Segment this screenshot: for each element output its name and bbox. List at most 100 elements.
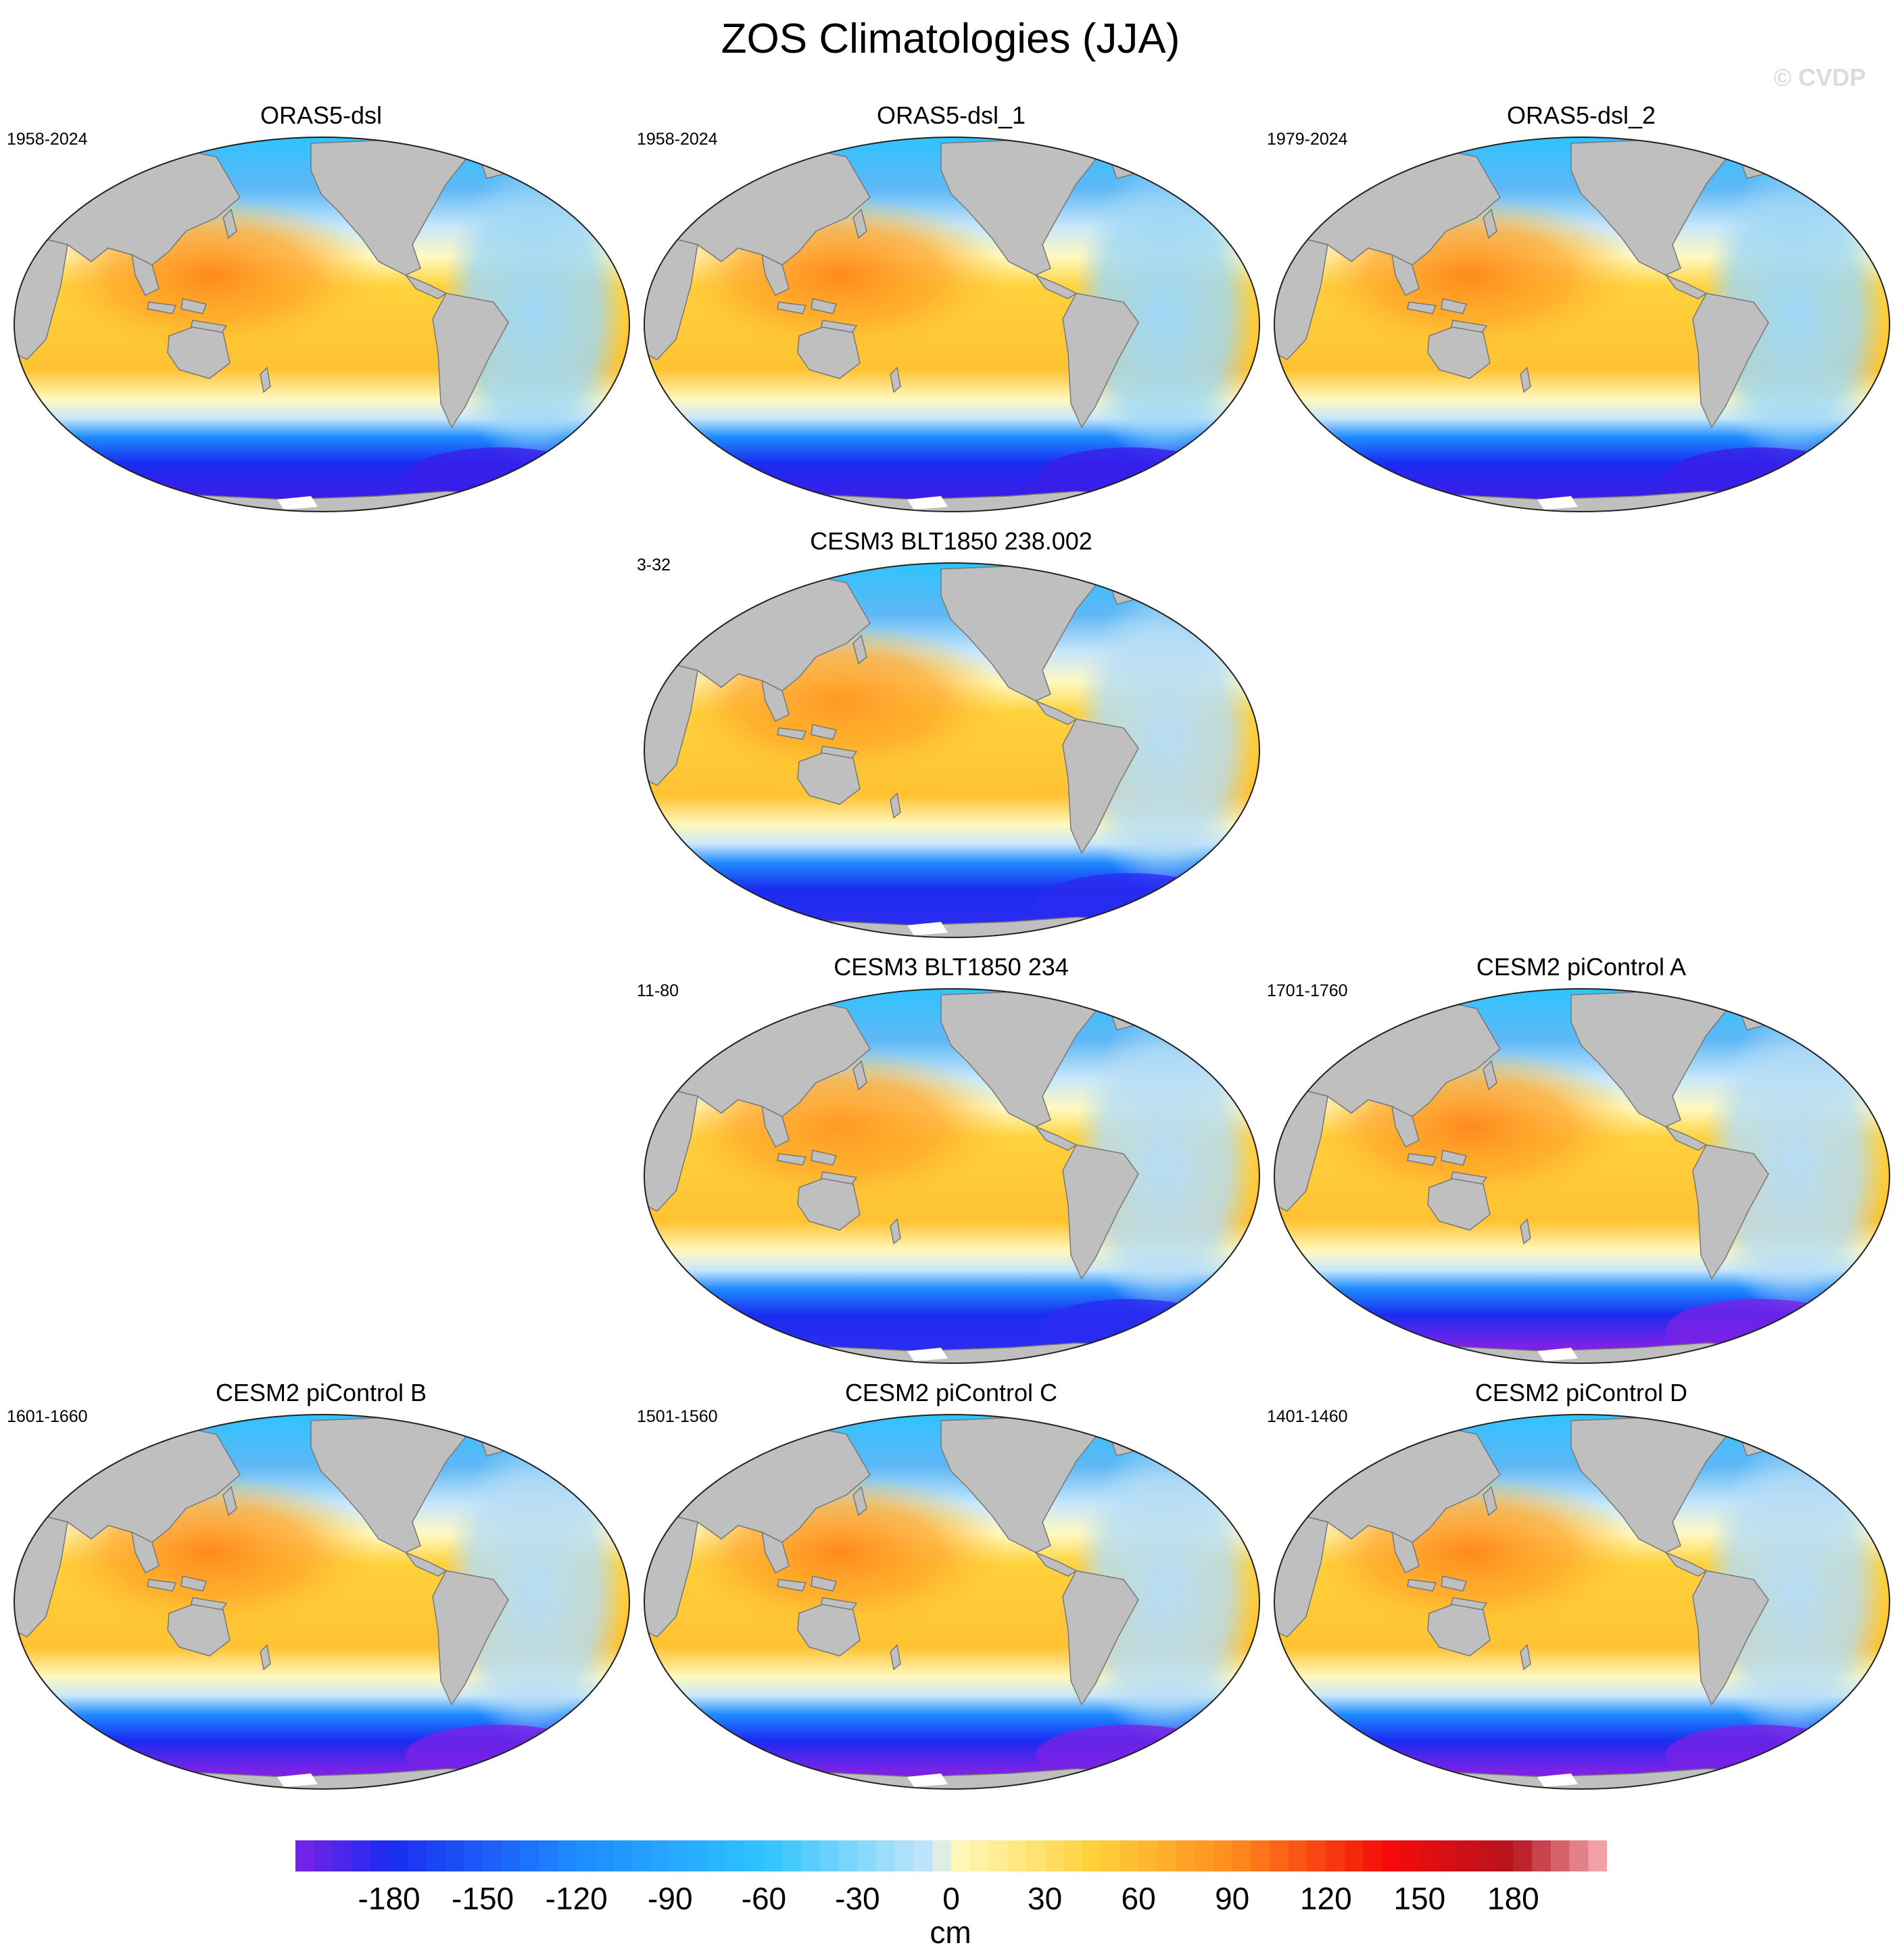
panel-title: CESM3 BLT1850 234 — [834, 953, 1069, 981]
colorbar-units: cm — [930, 1915, 971, 1950]
colorbar-swatch — [1326, 1840, 1345, 1871]
colorbar-swatch — [520, 1840, 539, 1871]
map-panel: CESM3 BLT1850 238.002 3-32 — [637, 527, 1266, 946]
panel-title: ORAS5-dsl — [260, 101, 383, 129]
colorbar-swatch — [1476, 1840, 1495, 1871]
colorbar-swatch — [988, 1840, 1008, 1871]
colorbar-swatch — [1157, 1840, 1177, 1871]
colorbar-swatch — [801, 1840, 821, 1871]
colorbar-tick-label: -60 — [741, 1881, 787, 1916]
map-panel: CESM2 piControl C 1501-1560 — [637, 1379, 1266, 1798]
colorbar-swatch — [501, 1840, 521, 1871]
colorbar-swatch — [857, 1840, 877, 1871]
colorbar-swatch — [969, 1840, 990, 1871]
colorbar-swatch — [1232, 1840, 1252, 1871]
panel-title: ORAS5-dsl_1 — [876, 101, 1026, 129]
map-p7 — [644, 1414, 1260, 1790]
colorbar-swatch — [1026, 1840, 1046, 1871]
map-p6 — [14, 1414, 630, 1790]
colorbar-swatch — [408, 1840, 427, 1871]
colorbar-swatch — [1382, 1840, 1401, 1871]
panel-period: 1979-2024 — [1267, 130, 1348, 149]
colorbar-swatch — [1363, 1840, 1383, 1871]
colorbar-swatch — [1176, 1840, 1195, 1871]
panel-period: 3-32 — [637, 556, 671, 574]
colorbar-swatch — [763, 1840, 784, 1871]
map-p0 — [14, 137, 630, 512]
map-p4 — [644, 988, 1260, 1364]
colorbar-swatch — [614, 1840, 633, 1871]
colorbar-swatch — [1588, 1840, 1607, 1871]
colorbar-swatch — [1569, 1840, 1589, 1871]
panel-period: 1601-1660 — [7, 1407, 88, 1426]
colorbar-swatch — [1213, 1840, 1233, 1871]
colorbar-swatch — [1120, 1840, 1139, 1871]
colorbar-swatch — [782, 1840, 802, 1871]
colorbar-swatch — [558, 1840, 577, 1871]
colorbar-tick-label: 30 — [1028, 1881, 1063, 1916]
colorbar-swatch — [1401, 1840, 1420, 1871]
colorbar-swatch — [876, 1840, 896, 1871]
colorbar-swatch — [1513, 1840, 1533, 1871]
figure-title: ZOS Climatologies (JJA) — [721, 16, 1180, 62]
colorbar-swatch — [464, 1840, 483, 1871]
colorbar-swatch — [1101, 1840, 1121, 1871]
colorbar-swatch — [932, 1840, 952, 1871]
panel-title: CESM2 piControl B — [215, 1379, 427, 1406]
colorbar-swatch — [1007, 1840, 1027, 1871]
panel-title: CESM2 piControl C — [844, 1379, 1058, 1406]
panel-title: ORAS5-dsl_2 — [1506, 101, 1656, 129]
panel-title: CESM2 piControl A — [1476, 953, 1687, 981]
colorbar-swatch — [651, 1840, 671, 1871]
colorbar-swatches — [295, 1840, 1607, 1871]
panel-title: CESM2 piControl D — [1474, 1379, 1688, 1406]
colorbar-swatch — [295, 1840, 315, 1871]
colorbar-tick-label: 180 — [1487, 1881, 1539, 1916]
colorbar-tick-label: -120 — [545, 1881, 608, 1916]
panel-period: 1501-1560 — [637, 1407, 718, 1426]
colorbar-swatch — [1063, 1840, 1083, 1871]
map-panel: CESM2 piControl A 1701-1760 — [1267, 953, 1896, 1372]
map-p2 — [1274, 137, 1890, 512]
colorbar-swatch — [820, 1840, 840, 1871]
colorbar-swatch — [632, 1840, 652, 1871]
colorbar-tick-label: -180 — [358, 1881, 420, 1916]
map-panel: CESM2 piControl D 1401-1460 — [1267, 1379, 1896, 1798]
colorbar-swatch — [1288, 1840, 1308, 1871]
colorbar-swatch — [1082, 1840, 1102, 1871]
colorbar-swatch — [745, 1840, 765, 1871]
map-panel: ORAS5-dsl 1958-2024 — [7, 101, 635, 520]
colorbar — [295, 1840, 1607, 1871]
map-panel: ORAS5-dsl_2 1979-2024 — [1267, 101, 1896, 520]
colorbar-swatch — [576, 1840, 596, 1871]
colorbar-tick-label: 0 — [942, 1881, 960, 1916]
colorbar-swatch — [951, 1840, 971, 1871]
colorbar-swatch — [670, 1840, 690, 1871]
colorbar-swatch — [333, 1840, 352, 1871]
colorbar-swatch — [389, 1840, 408, 1871]
panel-period: 1401-1460 — [1267, 1407, 1348, 1426]
map-p1 — [644, 137, 1260, 512]
colorbar-swatch — [427, 1840, 446, 1871]
colorbar-tick-label: 150 — [1393, 1881, 1446, 1916]
colorbar-swatch — [445, 1840, 465, 1871]
cvdp-watermark: © CVDP — [1773, 64, 1866, 91]
colorbar-swatch — [1532, 1840, 1551, 1871]
colorbar-swatch — [1044, 1840, 1064, 1871]
map-p5 — [1274, 988, 1890, 1364]
colorbar-swatch — [838, 1840, 859, 1871]
colorbar-tick-label: 60 — [1121, 1881, 1156, 1916]
panel-period: 11-80 — [637, 981, 679, 1000]
colorbar-swatch — [352, 1840, 371, 1871]
colorbar-swatch — [1345, 1840, 1364, 1871]
colorbar-swatch — [726, 1840, 746, 1871]
map-panel: ORAS5-dsl_1 1958-2024 — [637, 101, 1266, 520]
colorbar-swatch — [595, 1840, 615, 1871]
colorbar-swatch — [894, 1840, 915, 1871]
colorbar-swatch — [1550, 1840, 1570, 1871]
map-p3 — [644, 562, 1260, 938]
map-panel: CESM3 BLT1850 234 11-80 — [637, 953, 1266, 1372]
colorbar-tick-label: -150 — [452, 1881, 514, 1916]
colorbar-swatch — [707, 1840, 727, 1871]
colorbar-swatch — [1438, 1840, 1458, 1871]
